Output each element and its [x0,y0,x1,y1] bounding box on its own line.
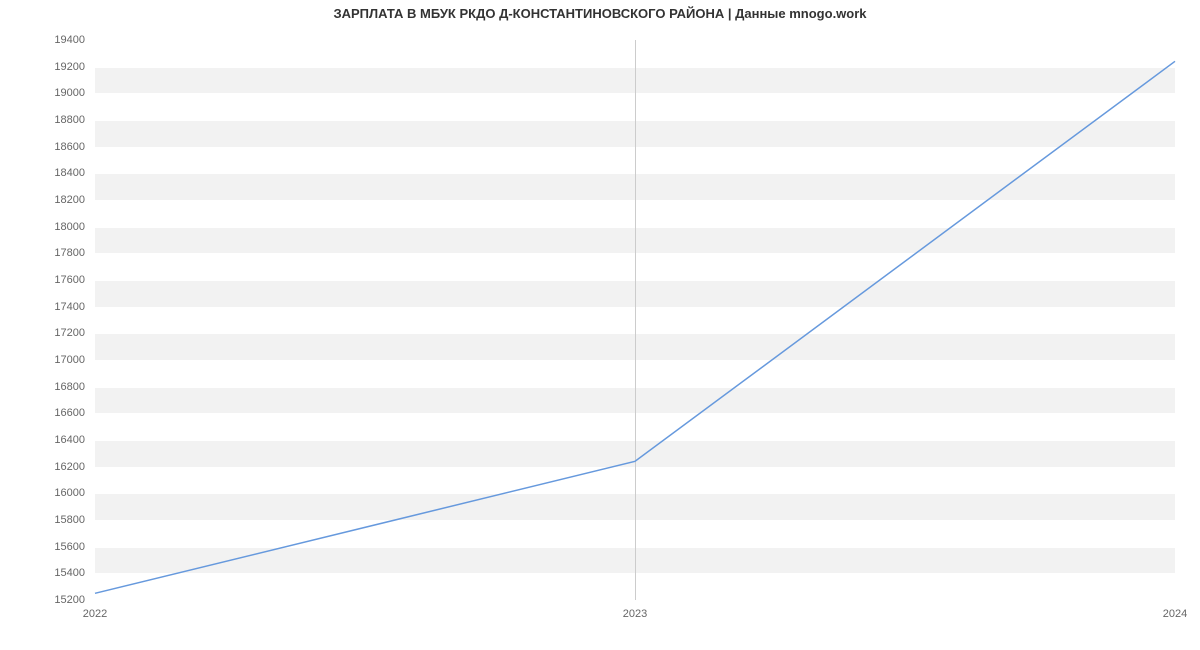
y-tick-label: 17600 [35,274,85,286]
y-tick-label: 18800 [35,114,85,126]
y-gridline [95,600,1175,601]
y-tick-label: 15400 [35,567,85,579]
y-tick-label: 16400 [35,434,85,446]
y-tick-label: 18600 [35,141,85,153]
y-tick-label: 18200 [35,194,85,206]
x-tick-label: 2024 [1163,608,1187,620]
salary-chart: ЗАРПЛАТА В МБУК РКДО Д-КОНСТАНТИНОВСКОГО… [0,0,1200,650]
y-tick-label: 16200 [35,461,85,473]
series-line [95,40,1175,600]
y-tick-label: 15800 [35,514,85,526]
y-tick-label: 18000 [35,221,85,233]
y-tick-label: 16600 [35,407,85,419]
y-tick-label: 16000 [35,487,85,499]
y-tick-label: 15200 [35,594,85,606]
chart-title: ЗАРПЛАТА В МБУК РКДО Д-КОНСТАНТИНОВСКОГО… [0,6,1200,21]
y-tick-label: 18400 [35,167,85,179]
y-tick-label: 19000 [35,87,85,99]
y-tick-label: 17400 [35,301,85,313]
y-tick-label: 16800 [35,381,85,393]
y-tick-label: 19200 [35,61,85,73]
x-tick-label: 2023 [623,608,647,620]
y-tick-label: 17000 [35,354,85,366]
y-tick-label: 19400 [35,34,85,46]
x-tick-label: 2022 [83,608,107,620]
y-tick-label: 17200 [35,327,85,339]
y-tick-label: 17800 [35,247,85,259]
plot-area: 1520015400156001580016000162001640016600… [95,40,1175,600]
y-tick-label: 15600 [35,541,85,553]
